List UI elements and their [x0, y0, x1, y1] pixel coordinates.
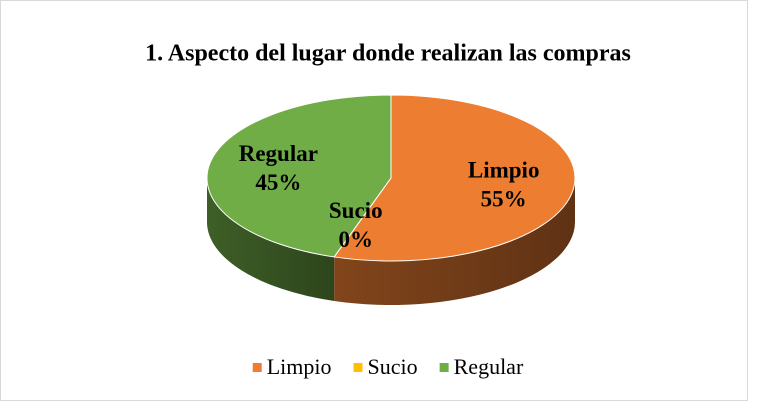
- legend: Limpio Sucio Regular: [252, 354, 524, 379]
- legend-label: Limpio: [267, 354, 332, 379]
- data-label-value: 0%: [338, 227, 373, 252]
- legend-label: Sucio: [368, 354, 418, 379]
- data-label-category: Sucio: [329, 198, 383, 223]
- data-label-category: Limpio: [468, 157, 540, 182]
- slice: [206, 94, 392, 258]
- data-label-value: 45%: [255, 170, 301, 195]
- legend-swatch: [252, 363, 262, 372]
- data-label-value: 55%: [481, 186, 527, 211]
- legend-label: Regular: [454, 354, 524, 379]
- data-label-category: Regular: [239, 141, 318, 166]
- legend-swatch: [439, 363, 449, 372]
- slice-side: [207, 178, 335, 301]
- slice: [333, 94, 576, 262]
- chart-title: 1. Aspecto del lugar donde realizan las …: [145, 41, 631, 67]
- slice-side: [334, 178, 575, 306]
- legend-swatch: [353, 363, 363, 372]
